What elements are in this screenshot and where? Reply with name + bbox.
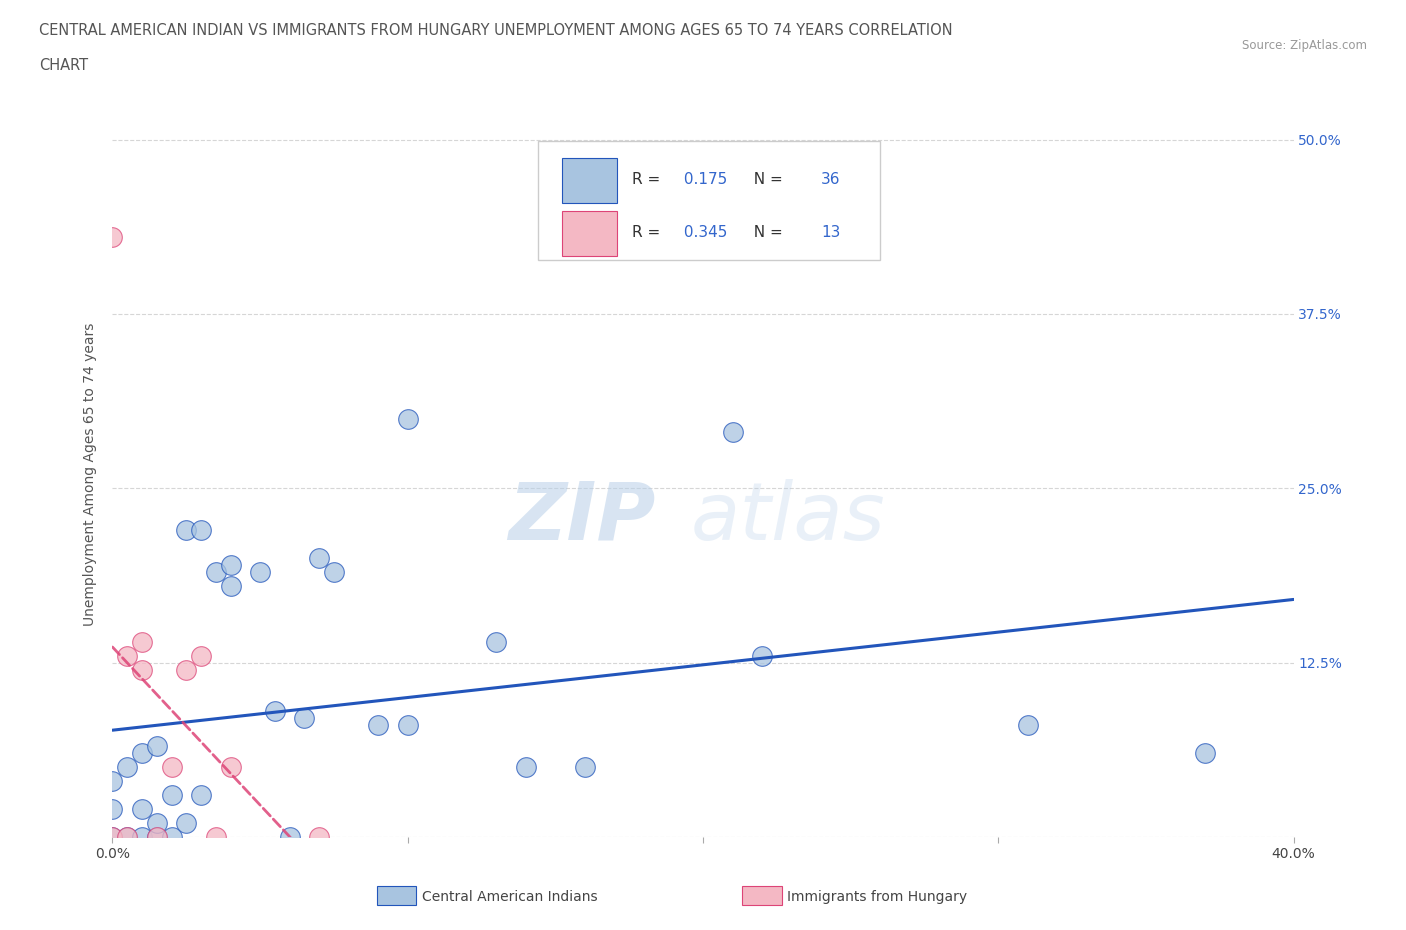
Point xyxy=(292,711,315,726)
Point xyxy=(721,425,744,440)
Point xyxy=(219,558,242,573)
Point xyxy=(485,634,508,649)
Point xyxy=(323,565,346,579)
Point xyxy=(751,648,773,663)
Point xyxy=(308,551,330,565)
Point xyxy=(190,648,212,663)
Text: 36: 36 xyxy=(821,172,841,188)
FancyBboxPatch shape xyxy=(562,158,617,203)
Point xyxy=(131,802,153,817)
Point xyxy=(101,830,124,844)
Text: Central American Indians: Central American Indians xyxy=(422,890,598,905)
Text: R =: R = xyxy=(633,225,665,240)
Text: N =: N = xyxy=(744,172,787,188)
Point xyxy=(205,830,228,844)
Text: 0.175: 0.175 xyxy=(679,172,728,188)
FancyBboxPatch shape xyxy=(537,140,880,260)
Point xyxy=(1194,746,1216,761)
Point xyxy=(117,648,138,663)
Text: atlas: atlas xyxy=(692,479,886,557)
Point xyxy=(219,760,242,775)
Text: CHART: CHART xyxy=(39,58,89,73)
Text: Source: ZipAtlas.com: Source: ZipAtlas.com xyxy=(1241,39,1367,52)
Point xyxy=(160,830,183,844)
Point xyxy=(101,802,124,817)
Point xyxy=(205,565,228,579)
Point xyxy=(160,788,183,803)
Point xyxy=(160,760,183,775)
Point xyxy=(367,718,389,733)
Point xyxy=(308,830,330,844)
Text: CENTRAL AMERICAN INDIAN VS IMMIGRANTS FROM HUNGARY UNEMPLOYMENT AMONG AGES 65 TO: CENTRAL AMERICAN INDIAN VS IMMIGRANTS FR… xyxy=(39,23,953,38)
Point xyxy=(131,662,153,677)
Point xyxy=(396,718,419,733)
Point xyxy=(131,830,153,844)
Point xyxy=(117,760,138,775)
Point xyxy=(190,788,212,803)
Text: Immigrants from Hungary: Immigrants from Hungary xyxy=(787,890,967,905)
Point xyxy=(101,774,124,789)
Y-axis label: Unemployment Among Ages 65 to 74 years: Unemployment Among Ages 65 to 74 years xyxy=(83,323,97,626)
Point xyxy=(174,662,197,677)
FancyBboxPatch shape xyxy=(562,211,617,256)
Text: 13: 13 xyxy=(821,225,841,240)
Point xyxy=(219,578,242,593)
Point xyxy=(146,830,169,844)
Point xyxy=(146,830,169,844)
Point xyxy=(1017,718,1039,733)
Point xyxy=(174,523,197,538)
Point xyxy=(146,738,169,753)
Point xyxy=(117,830,138,844)
Point xyxy=(278,830,301,844)
Point xyxy=(131,634,153,649)
Point xyxy=(146,816,169,830)
Point xyxy=(131,746,153,761)
Point xyxy=(515,760,537,775)
Point xyxy=(249,565,271,579)
Text: R =: R = xyxy=(633,172,665,188)
Point xyxy=(190,523,212,538)
Point xyxy=(264,704,287,719)
Point xyxy=(574,760,596,775)
Text: 0.345: 0.345 xyxy=(679,225,728,240)
Text: ZIP: ZIP xyxy=(509,479,655,557)
Point xyxy=(101,230,124,245)
Point xyxy=(174,816,197,830)
Point xyxy=(396,411,419,426)
Text: N =: N = xyxy=(744,225,787,240)
Point xyxy=(117,830,138,844)
Point xyxy=(101,830,124,844)
